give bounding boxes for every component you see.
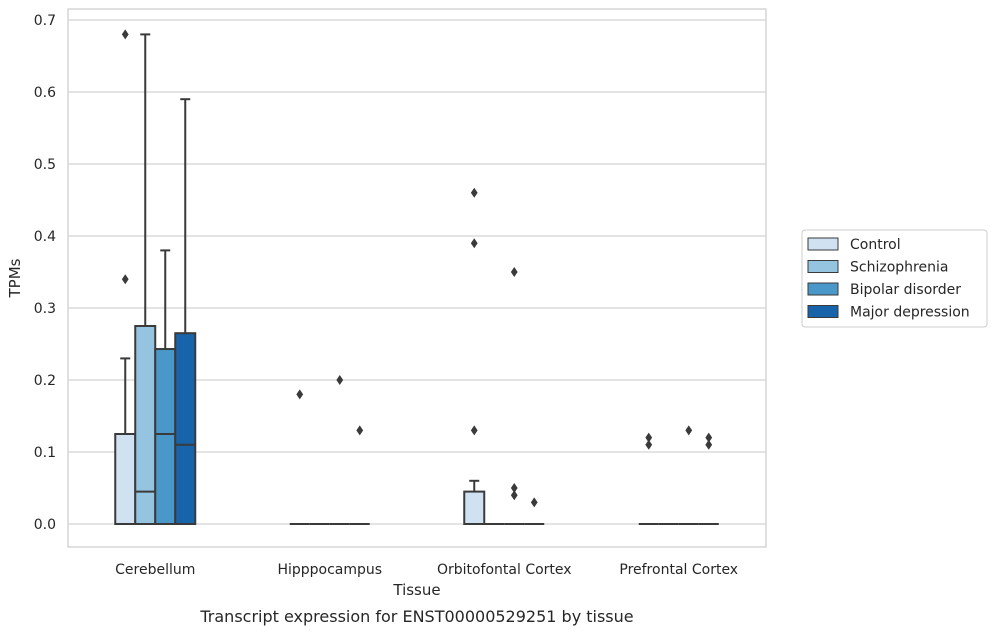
box-control xyxy=(114,29,137,525)
outlier-point xyxy=(121,29,129,40)
box-iqr xyxy=(174,332,197,526)
legend-frame xyxy=(801,229,988,328)
plot-frame xyxy=(67,8,767,548)
y-axis-label: TPMs xyxy=(6,258,24,298)
y-tick-label: 0.0 xyxy=(34,517,56,533)
outlier-point xyxy=(705,432,713,443)
x-tick-label: Prefrontal Cortex xyxy=(619,562,738,578)
legend-label: Bipolar disorder xyxy=(850,282,961,298)
box-control xyxy=(638,432,659,525)
box-bipolar-disorder xyxy=(678,425,699,525)
box-major-depression xyxy=(698,432,719,525)
legend-label: Schizophrenia xyxy=(850,260,948,276)
outlier-point xyxy=(336,375,344,385)
outlier-point xyxy=(645,439,653,450)
chart-caption: Transcript expression for ENST0000052925… xyxy=(199,607,633,626)
outlier-point xyxy=(510,483,518,493)
outlier-point xyxy=(470,425,478,436)
x-axis-label: Tissue xyxy=(392,581,440,599)
outlier-point xyxy=(645,432,653,443)
box-iqr xyxy=(463,490,486,526)
outlier-point xyxy=(470,238,478,249)
plot-boxes xyxy=(114,29,719,526)
box-bipolar-disorder xyxy=(329,375,350,525)
box-bipolar-disorder xyxy=(504,267,525,525)
y-tick-labels: 0.0 0.1 0.2 0.3 0.4 0.5 0.6 0.7 xyxy=(34,13,56,533)
box-bipolar-disorder xyxy=(154,249,177,526)
legend-swatch xyxy=(807,282,839,296)
y-tick-label: 0.7 xyxy=(34,13,56,29)
box-major-depression xyxy=(174,98,197,526)
outlier-point xyxy=(685,425,693,436)
y-tick-label: 0.1 xyxy=(34,445,56,461)
box-iqr xyxy=(114,433,137,525)
y-tick-label: 0.2 xyxy=(34,373,56,389)
legend-label: Major depression xyxy=(850,305,970,321)
legend-swatch xyxy=(807,260,839,273)
legend-swatch xyxy=(807,305,839,318)
x-tick-label: Cerebellum xyxy=(115,562,195,578)
y-tick-label: 0.5 xyxy=(34,157,56,173)
y-tick-label: 0.3 xyxy=(34,301,56,317)
box-iqr xyxy=(154,348,177,526)
box-iqr xyxy=(134,325,157,525)
x-tick-labels: Cerebellum Hipppocampus Orbitofontal Corte… xyxy=(115,562,738,578)
outlier-point xyxy=(530,497,538,508)
outlier-point xyxy=(705,439,713,450)
outlier-point xyxy=(510,490,518,501)
x-tick-label: Hipppocampus xyxy=(277,562,382,578)
legend-label: Control xyxy=(850,237,901,253)
y-tick-label: 0.4 xyxy=(34,229,56,245)
box-control xyxy=(463,187,486,526)
legend: Control Schizophrenia Bipolar disorder Majo… xyxy=(801,229,988,328)
x-tick-label: Orbitofontal Cortex xyxy=(437,562,572,578)
y-tick-label: 0.6 xyxy=(34,85,56,101)
outlier-point xyxy=(296,389,304,400)
outlier-point xyxy=(510,267,518,277)
box-control xyxy=(289,389,310,525)
outlier-point xyxy=(470,187,478,198)
legend-swatch xyxy=(807,237,839,251)
box-schizophrenia xyxy=(134,33,157,525)
outlier-point xyxy=(356,425,364,436)
outlier-point xyxy=(121,274,129,285)
box-major-depression xyxy=(349,425,370,525)
box-major-depression xyxy=(524,497,545,525)
